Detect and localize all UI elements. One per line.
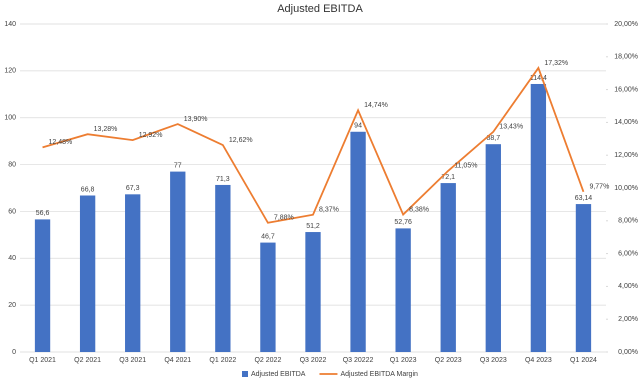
bar-value-label: 88,7 — [486, 135, 500, 142]
x-tick-label: Q2 2023 — [435, 357, 462, 364]
x-tick-label: Q1 2023 — [390, 357, 417, 364]
y-tick-label: 80 — [8, 161, 16, 168]
line-value-label: 11,05% — [454, 163, 477, 170]
bar — [530, 83, 547, 352]
legend-label: Adjusted EBITDA — [251, 371, 306, 378]
bar-value-label: 46,7 — [261, 233, 275, 240]
bar-value-label: 114,4 — [530, 75, 547, 82]
x-tick-label: Q1 2022 — [209, 357, 236, 364]
y-tick-label: 120 — [4, 68, 16, 75]
line-value-label: 12,48% — [49, 139, 73, 146]
line-value-label: 12,62% — [229, 137, 253, 144]
y2-tick-label: 12,00% — [614, 152, 638, 159]
x-tick-label: Q1 2024 — [570, 357, 597, 364]
bar-value-label: 63,14 — [575, 195, 593, 202]
y2-tick-label: 10,00% — [614, 185, 638, 192]
line-value-label: 8,38% — [409, 206, 429, 213]
y2-tick-label: 18,00% — [614, 54, 638, 61]
bar — [34, 219, 51, 352]
bar — [79, 195, 96, 352]
x-tick-label: Q3 20222 — [343, 357, 374, 364]
bar-value-label: 77 — [174, 162, 182, 169]
bar — [125, 194, 141, 352]
y-tick-label: 0 — [12, 349, 16, 356]
bar — [395, 228, 411, 352]
y2-tick-label: 8,00% — [618, 218, 638, 225]
line-value-label: 13,43% — [499, 124, 523, 131]
line-value-label: 17,32% — [544, 60, 568, 67]
bar — [485, 144, 501, 352]
bar-value-label: 72,1 — [441, 174, 455, 181]
line-value-label: 13,28% — [94, 126, 118, 133]
legend-swatch — [242, 371, 248, 377]
line-value-label: 8,37% — [319, 207, 339, 214]
x-tick-label: Q3 2021 — [119, 357, 146, 364]
bar — [260, 242, 276, 352]
line-value-label: 12,92% — [139, 132, 163, 139]
y2-tick-label: 14,00% — [614, 119, 638, 126]
line-value-label: 7,88% — [274, 215, 294, 222]
y2-tick-label: 0,00% — [618, 349, 638, 356]
y-tick-label: 100 — [4, 115, 16, 122]
bar-value-label: 52,76 — [394, 219, 412, 226]
bar-value-label: 66,8 — [81, 186, 95, 193]
bar-value-label: 56,6 — [36, 210, 50, 217]
x-tick-label: Q3 2023 — [480, 357, 507, 364]
y-tick-label: 40 — [8, 255, 16, 262]
y-tick-label: 20 — [8, 302, 16, 309]
x-tick-label: Q4 2023 — [525, 357, 552, 364]
chart-title: Adjusted EBITDA — [277, 3, 363, 15]
bar-value-label: 71,3 — [216, 176, 230, 183]
legend-label: Adjusted EBITDA Margin — [340, 371, 418, 378]
x-tick-label: Q2 2022 — [254, 357, 281, 364]
y-tick-label: 60 — [8, 208, 16, 215]
y2-tick-label: 4,00% — [618, 283, 638, 290]
x-tick-label: Q1 2021 — [29, 357, 56, 364]
bar-value-label: 51,2 — [306, 223, 320, 230]
line-value-label: 13,90% — [184, 116, 208, 123]
y-tick-label: 140 — [4, 21, 16, 28]
bar — [440, 183, 456, 352]
y2-tick-label: 20,00% — [614, 21, 638, 28]
x-tick-label: Q4 2021 — [164, 357, 191, 364]
bar-value-label: 94 — [354, 123, 362, 130]
bar — [575, 204, 592, 352]
bar — [170, 171, 186, 352]
bar — [215, 184, 231, 352]
y2-tick-label: 16,00% — [614, 86, 638, 93]
line-value-label: 9,77% — [589, 184, 609, 191]
y2-tick-label: 6,00% — [618, 250, 638, 257]
y2-tick-label: 2,00% — [618, 316, 638, 323]
bar — [350, 131, 366, 352]
x-tick-label: Q2 2021 — [74, 357, 101, 364]
bar — [305, 232, 321, 352]
line-value-label: 14,74% — [364, 102, 388, 109]
x-tick-label: Q3 2022 — [300, 357, 327, 364]
line — [42, 66, 585, 224]
bar-value-label: 67,3 — [126, 185, 140, 192]
